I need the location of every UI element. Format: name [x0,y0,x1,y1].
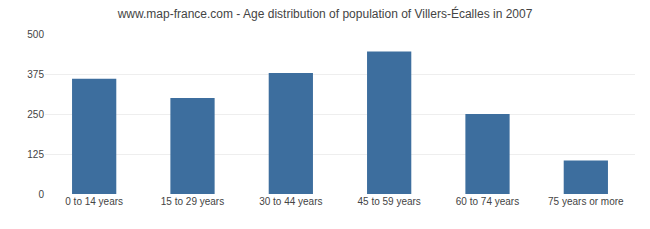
svg-text:250: 250 [27,109,44,120]
svg-text:375: 375 [27,69,44,80]
svg-text:500: 500 [27,29,44,40]
svg-text:0 to 14 years: 0 to 14 years [65,196,123,207]
svg-text:75 years or more: 75 years or more [548,196,624,207]
svg-text:60 to 74 years: 60 to 74 years [456,196,519,207]
svg-text:0: 0 [38,189,44,200]
svg-text:125: 125 [27,149,44,160]
svg-text:15 to 29 years: 15 to 29 years [161,196,224,207]
svg-text:45 to 59 years: 45 to 59 years [357,196,420,207]
svg-text:www.map-france.com - Age distr: www.map-france.com - Age distribution of… [117,6,533,21]
svg-text:30 to 44 years: 30 to 44 years [259,196,322,207]
